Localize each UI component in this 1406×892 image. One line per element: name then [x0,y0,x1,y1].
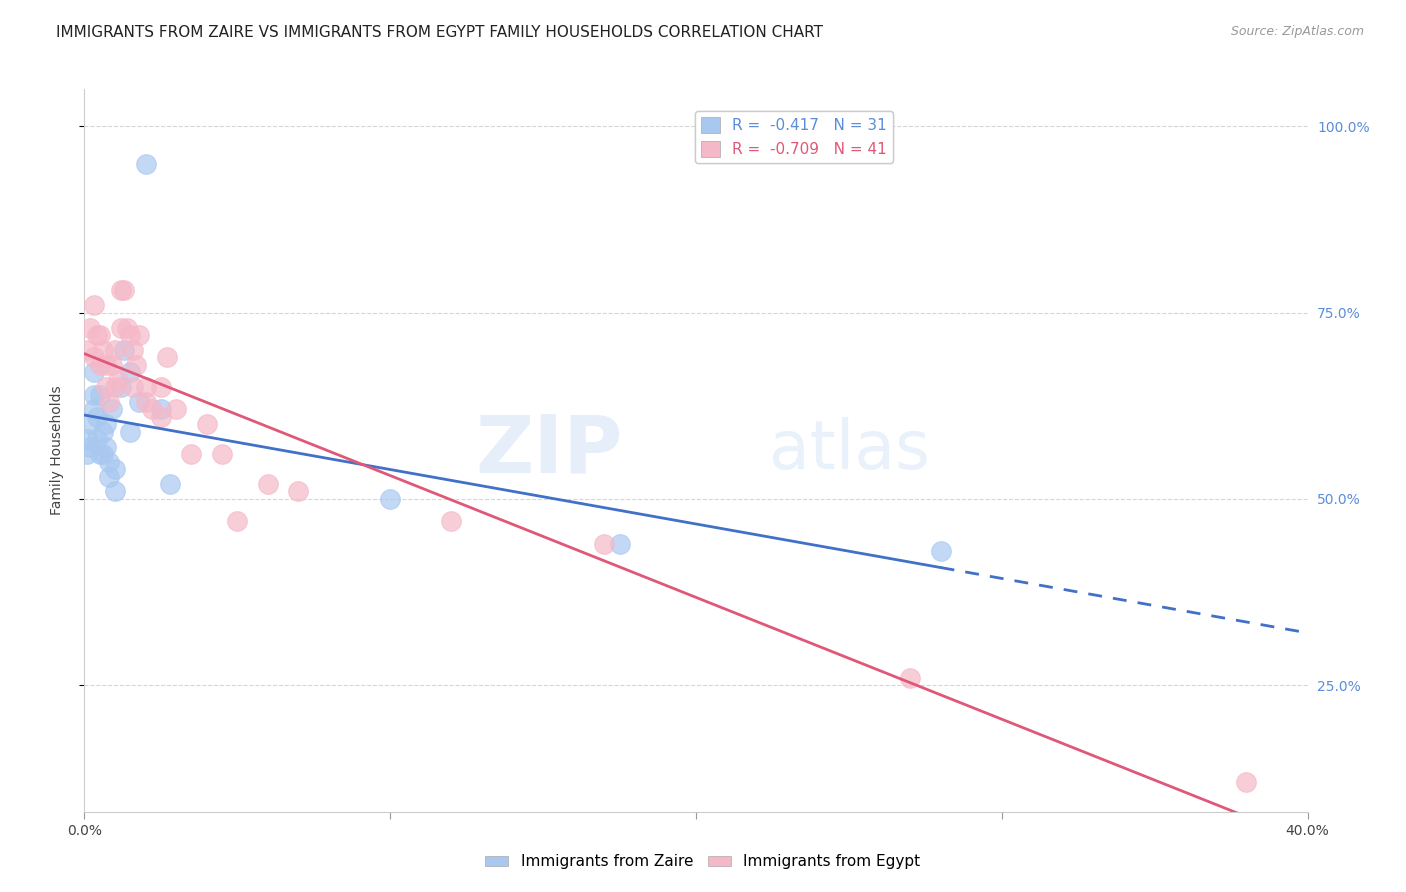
Point [257,477,280,491]
Point [226,514,249,528]
Point [91,447,114,461]
Point [128,395,150,409]
Point [195,417,218,432]
Point [125,358,148,372]
Point [97,455,120,469]
Point [380,491,402,506]
Point [929,544,952,558]
Point [149,402,172,417]
Point [91,343,114,357]
Point [112,343,135,357]
Point [86,432,108,446]
Point [120,425,142,439]
Point [141,402,163,417]
Point [122,343,145,357]
Point [83,387,105,401]
Point [104,343,127,357]
Point [89,358,111,372]
Point [79,440,101,454]
Point [180,447,202,461]
Point [76,447,98,461]
Point [76,343,98,357]
Point [135,157,157,171]
Point [110,380,132,394]
Point [91,425,114,439]
Point [107,373,129,387]
Point [165,402,187,417]
Point [120,365,142,379]
Point [76,432,98,446]
Point [104,462,127,476]
Point [159,477,181,491]
Point [89,447,111,461]
Point [115,320,138,334]
Point [94,417,117,432]
Point [149,380,172,394]
Point [79,320,101,334]
Point [898,671,921,685]
Point [211,447,233,461]
Point [110,320,132,334]
Point [83,365,105,379]
Point [440,514,463,528]
Text: Source: ZipAtlas.com: Source: ZipAtlas.com [1230,25,1364,38]
Point [120,328,142,343]
Point [104,380,127,394]
Point [83,298,105,312]
Point [609,536,631,550]
Point [156,351,179,365]
Point [110,283,132,297]
Point [104,484,127,499]
Point [149,409,172,424]
Point [97,469,120,483]
Point [122,380,145,394]
Point [89,387,111,401]
Legend: Immigrants from Zaire, Immigrants from Egypt: Immigrants from Zaire, Immigrants from E… [479,848,927,875]
Point [112,283,135,297]
Point [101,358,124,372]
Point [86,328,108,343]
Point [101,402,124,417]
Point [89,328,111,343]
Point [86,409,108,424]
Point [97,395,120,409]
Point [287,484,309,499]
Point [94,380,117,394]
Point [135,395,157,409]
Point [1236,775,1258,789]
Point [593,536,616,550]
Point [79,417,101,432]
Point [94,358,117,372]
Point [83,402,105,417]
Text: ZIP: ZIP [475,411,623,490]
Legend: R =  -0.417   N = 31, R =  -0.709   N = 41: R = -0.417 N = 31, R = -0.709 N = 41 [695,112,893,163]
Y-axis label: Family Households: Family Households [49,385,63,516]
Point [128,328,150,343]
Point [83,351,105,365]
Point [94,440,117,454]
Point [135,380,157,394]
Text: atlas: atlas [769,417,931,483]
Text: IMMIGRANTS FROM ZAIRE VS IMMIGRANTS FROM EGYPT FAMILY HOUSEHOLDS CORRELATION CHA: IMMIGRANTS FROM ZAIRE VS IMMIGRANTS FROM… [56,25,824,40]
